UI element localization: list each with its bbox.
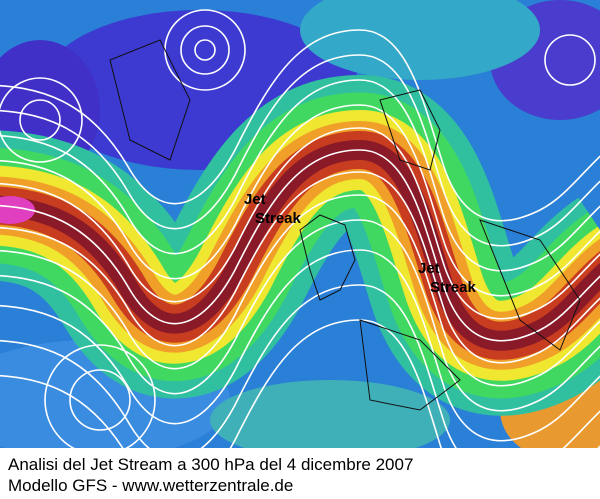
swirl: [19, 99, 61, 141]
map-label: Streak: [255, 210, 302, 227]
swirl: [544, 34, 596, 86]
swirl: [194, 39, 216, 61]
map-label: Streak: [430, 279, 477, 296]
patch: [210, 380, 450, 448]
coastline: [479, 219, 581, 351]
coastline: [359, 319, 461, 411]
streamlines: [0, 9, 600, 448]
caption-line: Analisi del Jet Stream a 300 hPa del 4 d…: [8, 455, 414, 474]
coastline: [379, 89, 441, 171]
max-patch: [0, 196, 35, 224]
map-label: Jet: [244, 191, 266, 208]
coastlines: [109, 39, 581, 411]
patch: [300, 0, 540, 80]
field: [0, 0, 600, 448]
swirl: [180, 25, 230, 75]
swirl: [44, 344, 156, 448]
swirl: [69, 369, 131, 431]
caption-line: Modello GFS - www.wetterzentrale.de: [8, 476, 294, 495]
coastline: [299, 214, 356, 301]
swirl: [0, 77, 83, 163]
jet-stream-map: Jet Streak Jet Streak: [0, 0, 600, 448]
coastline: [109, 39, 191, 161]
map-label: Jet: [418, 260, 440, 277]
